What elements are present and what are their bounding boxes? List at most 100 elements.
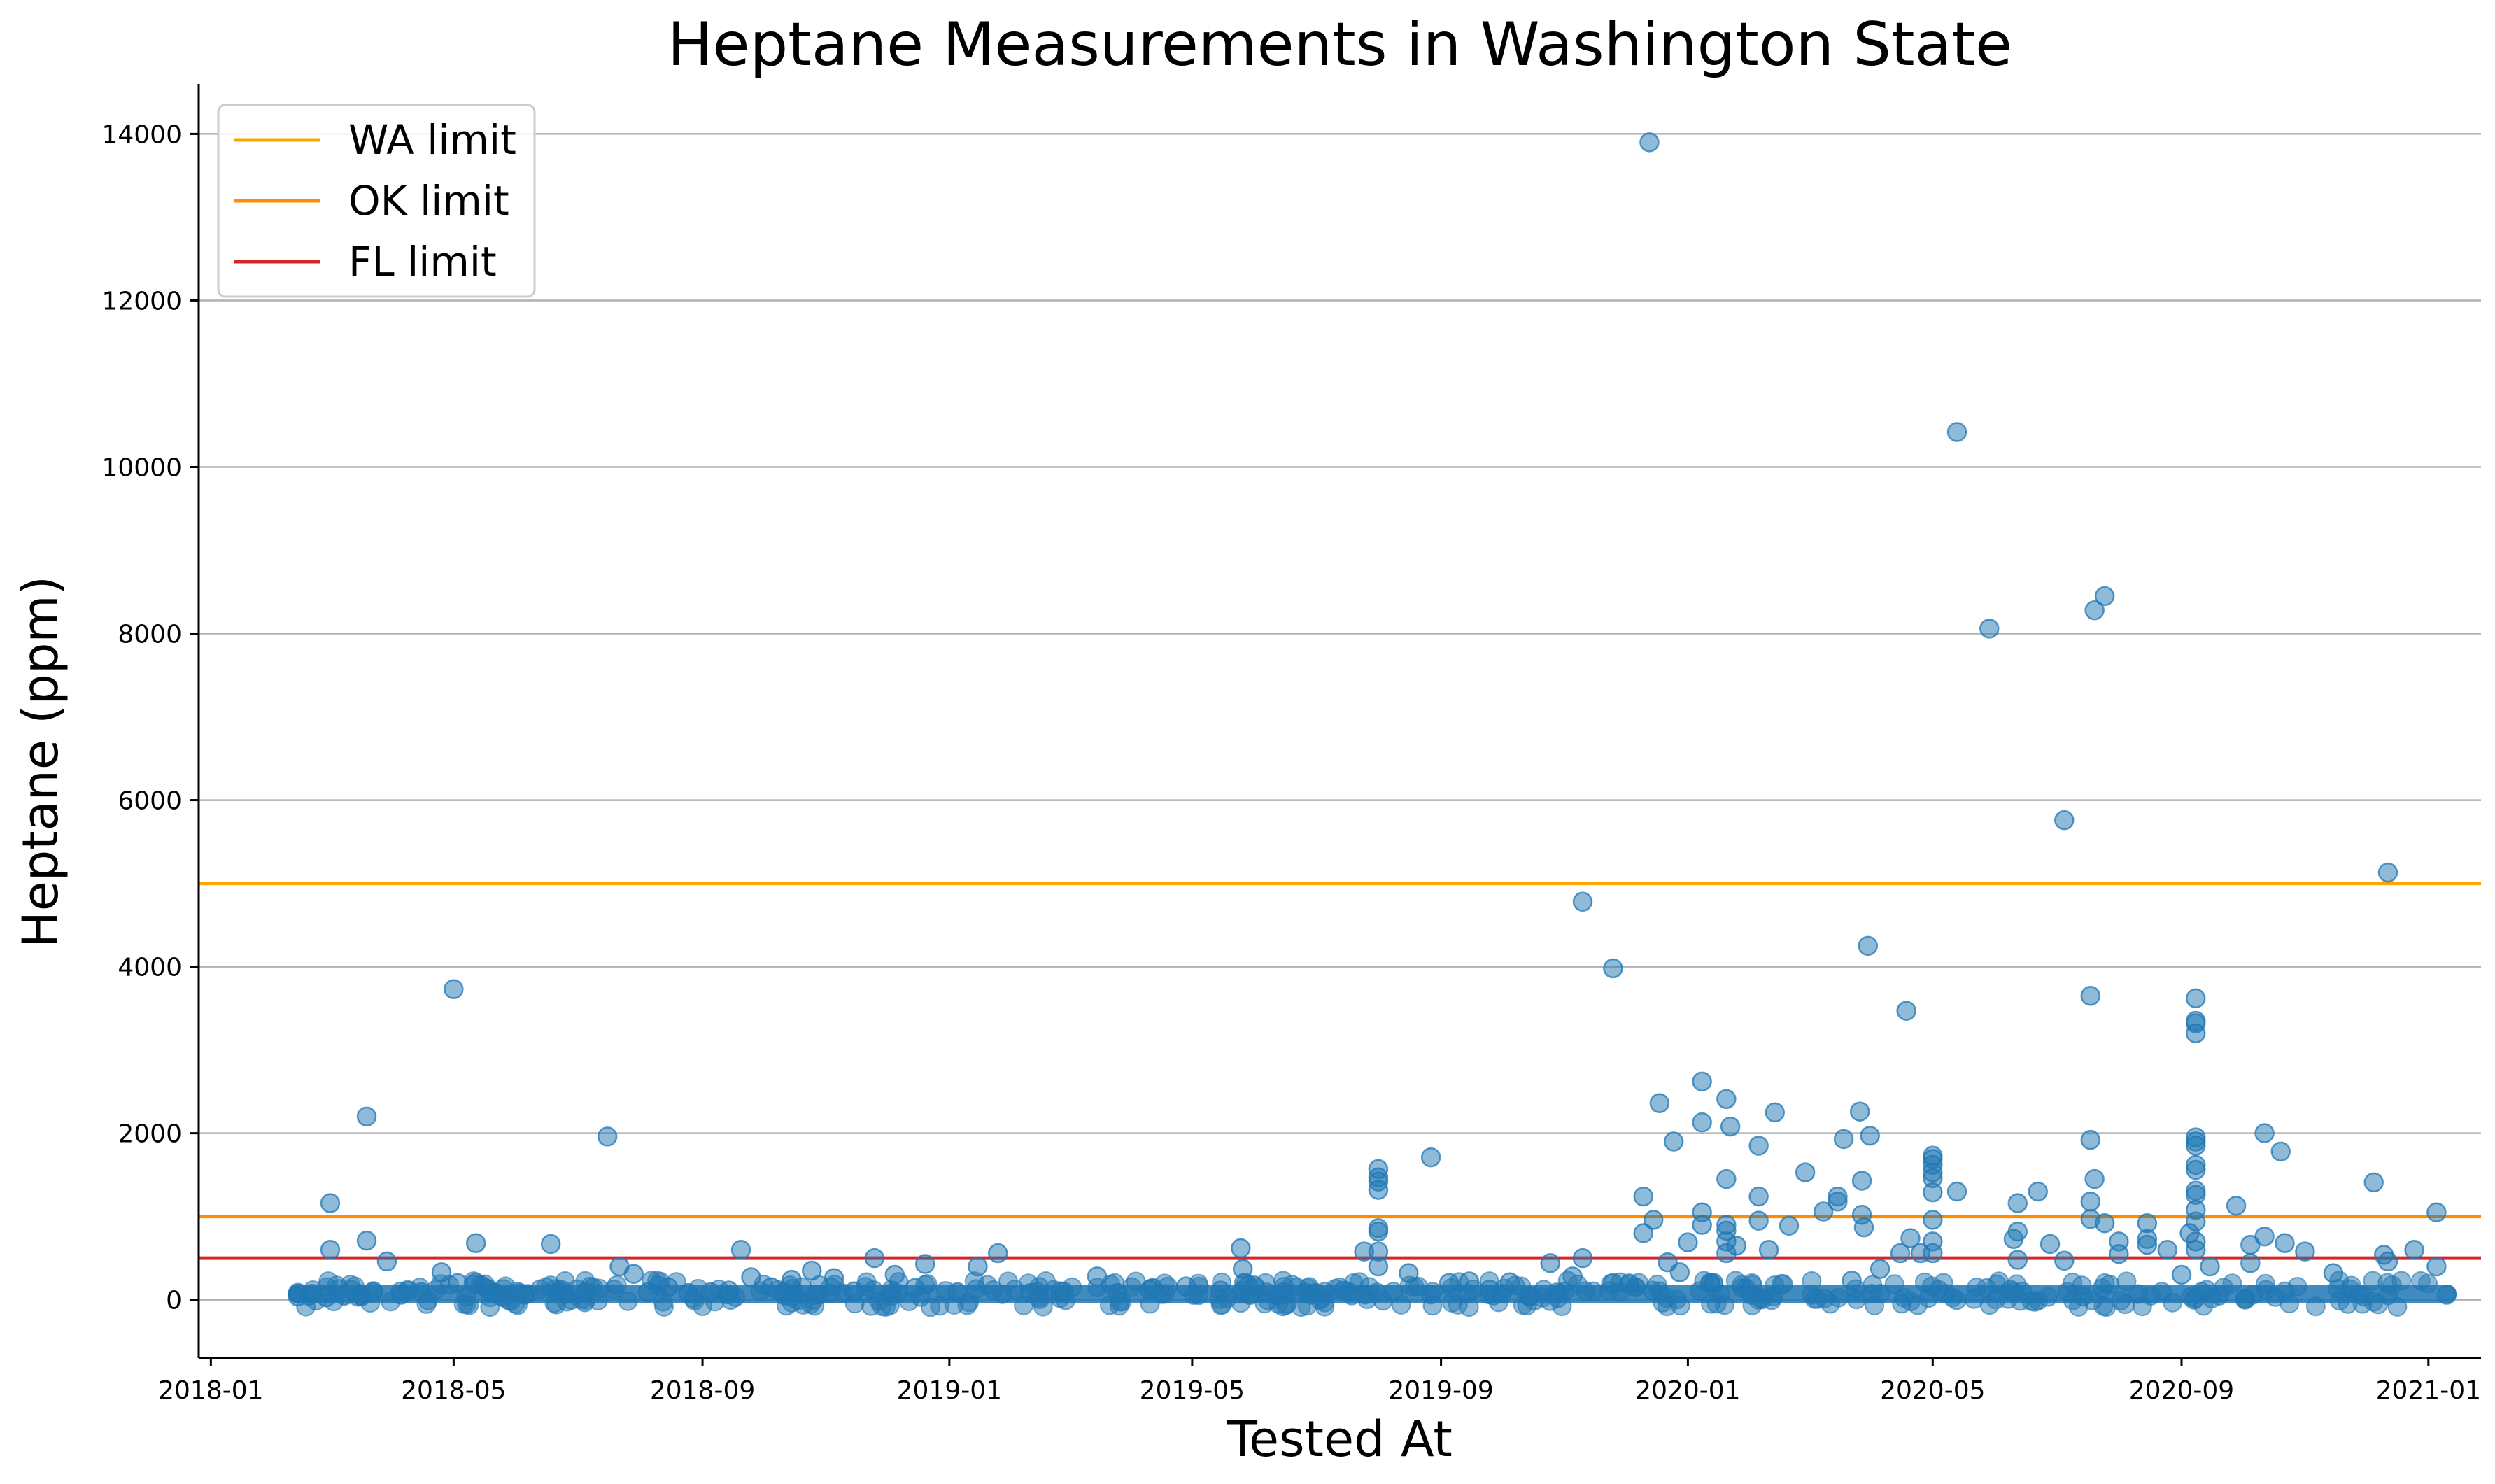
data-point bbox=[2094, 1213, 2115, 1234]
data-point bbox=[801, 1260, 822, 1281]
data-point bbox=[2426, 1256, 2447, 1277]
data-point bbox=[1175, 1276, 1196, 1296]
data-point bbox=[1420, 1147, 1441, 1168]
data-point bbox=[947, 1282, 968, 1303]
y-tick-label: 4000 bbox=[118, 954, 182, 982]
data-point bbox=[2186, 1211, 2206, 1232]
data-point bbox=[1572, 891, 1593, 912]
data-point bbox=[320, 1193, 341, 1213]
data-point bbox=[1795, 1162, 1816, 1182]
data-point bbox=[1107, 1282, 1128, 1303]
data-point bbox=[2157, 1240, 2178, 1260]
data-point bbox=[1699, 1273, 1720, 1294]
data-point bbox=[2080, 986, 2101, 1006]
data-point bbox=[844, 1281, 865, 1302]
band-point bbox=[2338, 1294, 2358, 1314]
data-point bbox=[1828, 1191, 1848, 1212]
data-point bbox=[1633, 1186, 1654, 1207]
band-point bbox=[1701, 1294, 1721, 1314]
data-point bbox=[1020, 1282, 1040, 1303]
band-point bbox=[2163, 1292, 2183, 1313]
band-point bbox=[966, 1279, 987, 1299]
x-tick-label: 2020-01 bbox=[1635, 1376, 1740, 1405]
data-point bbox=[1692, 1215, 1712, 1235]
data-point bbox=[658, 1277, 679, 1298]
data-point bbox=[1603, 958, 1623, 979]
data-point bbox=[2186, 1159, 2206, 1180]
data-point bbox=[1853, 1217, 1874, 1238]
data-point bbox=[1639, 132, 1660, 153]
data-point bbox=[2007, 1250, 2028, 1270]
data-point bbox=[1720, 1116, 1741, 1137]
data-point bbox=[1368, 1180, 1389, 1200]
data-point bbox=[1758, 1240, 1779, 1260]
data-point bbox=[1050, 1281, 1071, 1302]
band-point bbox=[2235, 1289, 2256, 1310]
chart-title: Heptane Measurements in Washington State bbox=[667, 10, 2012, 80]
band-point bbox=[1814, 1288, 1835, 1308]
scatter-points bbox=[288, 132, 2457, 1308]
data-point bbox=[362, 1282, 383, 1303]
band-point bbox=[618, 1291, 638, 1311]
band-point bbox=[2368, 1294, 2388, 1315]
data-point bbox=[376, 1251, 397, 1272]
data-point bbox=[1748, 1136, 1769, 1156]
band-point bbox=[2387, 1296, 2408, 1317]
data-point bbox=[2028, 1181, 2048, 1202]
data-point bbox=[1923, 1243, 1943, 1264]
data-point bbox=[1748, 1210, 1769, 1231]
data-point bbox=[2171, 1264, 2192, 1285]
band-point bbox=[1647, 1274, 1667, 1294]
band-point bbox=[1846, 1289, 1867, 1310]
data-point bbox=[730, 1240, 751, 1260]
data-point bbox=[514, 1285, 535, 1305]
data-point bbox=[1603, 1273, 1623, 1294]
data-point bbox=[316, 1287, 337, 1308]
data-point bbox=[824, 1268, 844, 1288]
data-point bbox=[782, 1269, 802, 1290]
x-axis-label: Tested At bbox=[1227, 1411, 1453, 1468]
data-point bbox=[1779, 1215, 1800, 1236]
data-point bbox=[2084, 1168, 2105, 1189]
data-point bbox=[1368, 1256, 1389, 1277]
data-point bbox=[2137, 1234, 2158, 1255]
band-point bbox=[2115, 1294, 2135, 1315]
data-point bbox=[597, 1126, 618, 1147]
data-point bbox=[1726, 1236, 1747, 1256]
y-tick-label: 8000 bbox=[118, 621, 182, 649]
data-point bbox=[356, 1106, 377, 1127]
data-point bbox=[390, 1285, 411, 1305]
data-point bbox=[1334, 1280, 1355, 1301]
data-point bbox=[411, 1282, 432, 1303]
band-point bbox=[1036, 1271, 1056, 1291]
y-axis-label: Heptane (ppm) bbox=[12, 576, 69, 948]
band-point bbox=[1892, 1294, 1912, 1314]
data-point bbox=[2054, 1250, 2075, 1271]
data-point bbox=[1748, 1186, 1769, 1207]
data-point bbox=[575, 1282, 595, 1303]
band-point bbox=[2305, 1296, 2326, 1317]
data-point bbox=[334, 1285, 355, 1306]
band-point bbox=[1942, 1287, 1963, 1308]
x-tick-label: 2018-09 bbox=[650, 1376, 755, 1405]
band-point bbox=[2021, 1291, 2042, 1311]
legend-label: OK limit bbox=[348, 177, 509, 225]
y-tick-label: 10000 bbox=[101, 453, 182, 482]
data-point bbox=[719, 1280, 739, 1301]
data-point bbox=[1459, 1271, 1480, 1292]
axes bbox=[197, 84, 2481, 1359]
band-point bbox=[1254, 1294, 1275, 1314]
y-tick-label: 14000 bbox=[101, 120, 182, 149]
data-point bbox=[1479, 1280, 1500, 1300]
x-tick-label: 2021-01 bbox=[2376, 1376, 2481, 1405]
data-point bbox=[637, 1282, 658, 1303]
data-point bbox=[2084, 600, 2105, 621]
data-point bbox=[2295, 1241, 2315, 1262]
data-point bbox=[1572, 1248, 1593, 1269]
data-point bbox=[1979, 619, 2000, 639]
data-point bbox=[914, 1254, 935, 1274]
x-tick-label: 2018-01 bbox=[158, 1376, 263, 1405]
data-point bbox=[1540, 1253, 1561, 1273]
data-point bbox=[968, 1256, 988, 1277]
data-point bbox=[1649, 1093, 1670, 1114]
